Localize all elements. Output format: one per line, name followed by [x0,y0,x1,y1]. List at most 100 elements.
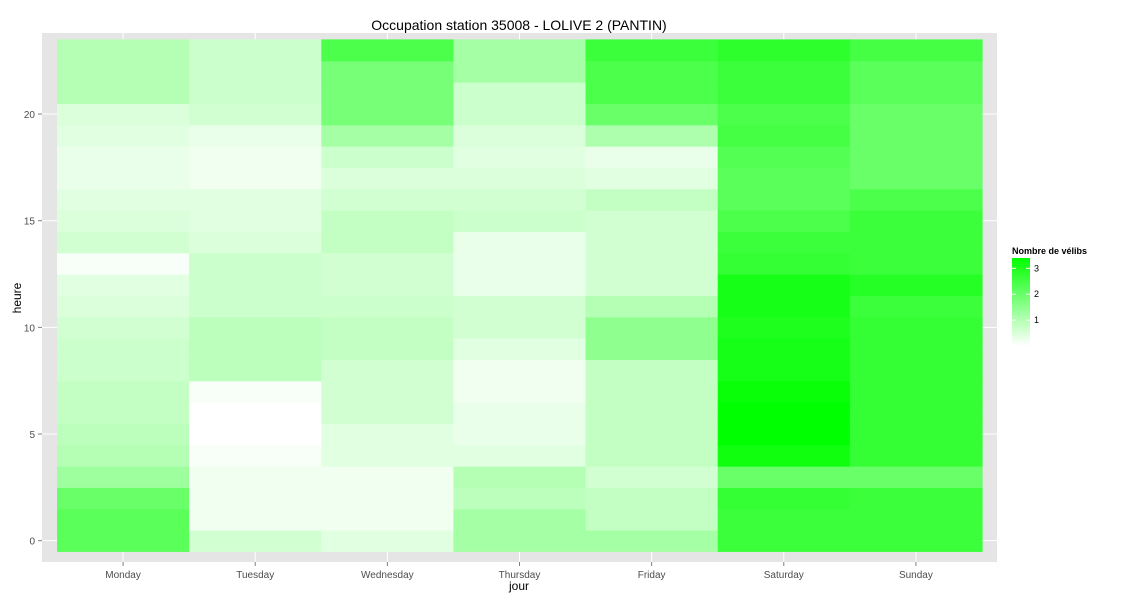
heatmap-tile [321,338,455,360]
heatmap-tile [57,295,190,318]
heatmap-tile [849,39,983,62]
legend: Nombre de vélibs 1 2 3 [1012,246,1087,346]
heatmap-tile [453,167,587,190]
heatmap-tile [189,252,322,275]
heatmap-tile [321,316,455,339]
heatmap-tile [849,82,983,104]
heatmap-tile [585,508,719,531]
heatmap-tile [57,146,190,168]
x-axis-title: jour [508,579,529,593]
heatmap-tile [189,39,322,62]
heatmap-tile [717,530,851,552]
y-tick-label: 15 [24,217,36,228]
heatmap-tile [717,231,851,254]
x-tick-label: Monday [105,570,141,581]
heatmap-tile [717,60,851,83]
heatmap-tile [585,231,719,254]
legend-title: Nombre de vélibs [1012,246,1087,256]
heatmap-tile [849,188,983,211]
heatmap-tile [321,359,455,382]
heatmap-tile [717,103,851,126]
heatmap-tile [585,146,719,168]
heatmap-tile [453,508,587,531]
heatmap-tile [585,487,719,510]
heatmap-tile [189,188,322,211]
heatmap-tile [57,252,190,275]
heatmap-tile [717,359,851,382]
heatmap-tile [849,530,983,552]
heatmap-tile [585,60,719,83]
heatmap-tile [453,316,587,339]
heatmap-tile [453,124,587,147]
heatmap-tile [585,466,719,488]
heatmap-tiles [57,39,983,552]
heatmap-tile [321,146,455,168]
heatmap-tile [717,295,851,318]
heatmap-tile [717,252,851,275]
heatmap-tile [453,380,587,403]
heatmap-tile [849,316,983,339]
heatmap-tile [717,316,851,339]
heatmap-tile [717,423,851,446]
heatmap-tile [321,167,455,190]
heatmap-tile [849,380,983,403]
heatmap-tile [57,530,190,552]
heatmap-tile [57,39,190,62]
heatmap-tile [717,210,851,232]
legend-tick-label: 1 [1034,315,1039,325]
x-tick-label: Tuesday [236,570,274,581]
heatmap-tile [585,295,719,318]
heatmap-tile [585,380,719,403]
heatmap-tile [453,103,587,126]
legend-tick-label: 3 [1034,263,1039,273]
heatmap-tile [849,274,983,296]
heatmap-tile [189,380,322,403]
heatmap-tile [189,103,322,126]
heatmap-tile [585,402,719,424]
x-tick-label: Wednesday [361,570,414,581]
heatmap-tile [849,231,983,254]
heatmap-tile [453,444,587,467]
heatmap-tile [321,530,455,552]
heatmap-tile [453,252,587,275]
heatmap-tile [585,103,719,126]
heatmap-tile [585,39,719,62]
heatmap-tile [453,295,587,318]
legend-tick-label: 2 [1034,289,1039,299]
heatmap-tile [849,167,983,190]
heatmap-tile [189,231,322,254]
heatmap-tile [189,82,322,104]
heatmap-tile [321,295,455,318]
heatmap-tile [57,210,190,232]
heatmap-tile [585,124,719,147]
heatmap-tile [849,423,983,446]
heatmap-tile [321,210,455,232]
heatmap-tile [321,124,455,147]
heatmap-tile [453,423,587,446]
heatmap-tile [57,338,190,360]
heatmap-tile [321,82,455,104]
heatmap-tile [453,402,587,424]
heatmap-tile [189,359,322,382]
heatmap-tile [321,423,455,446]
heatmap-tile [57,188,190,211]
heatmap-tile [717,444,851,467]
x-axis: Monday Tuesday Wednesday Thursday Friday Satu… [105,562,933,581]
heatmap-tile [849,359,983,382]
x-tick-label: Friday [638,570,666,581]
chart-title: Occupation station 35008 - LOLIVE 2 (PAN… [371,17,666,33]
y-tick-label: 10 [24,323,36,334]
heatmap-tile [849,487,983,510]
heatmap-tile [57,60,190,83]
heatmap-tile [321,487,455,510]
heatmap-tile [585,530,719,552]
heatmap-tile [189,210,322,232]
heatmap-tile [189,444,322,467]
y-axis: 0 5 10 15 20 [24,110,42,548]
heatmap-tile [57,316,190,339]
heatmap-tile [717,338,851,360]
heatmap-tile [189,423,322,446]
heatmap-tile [849,466,983,488]
